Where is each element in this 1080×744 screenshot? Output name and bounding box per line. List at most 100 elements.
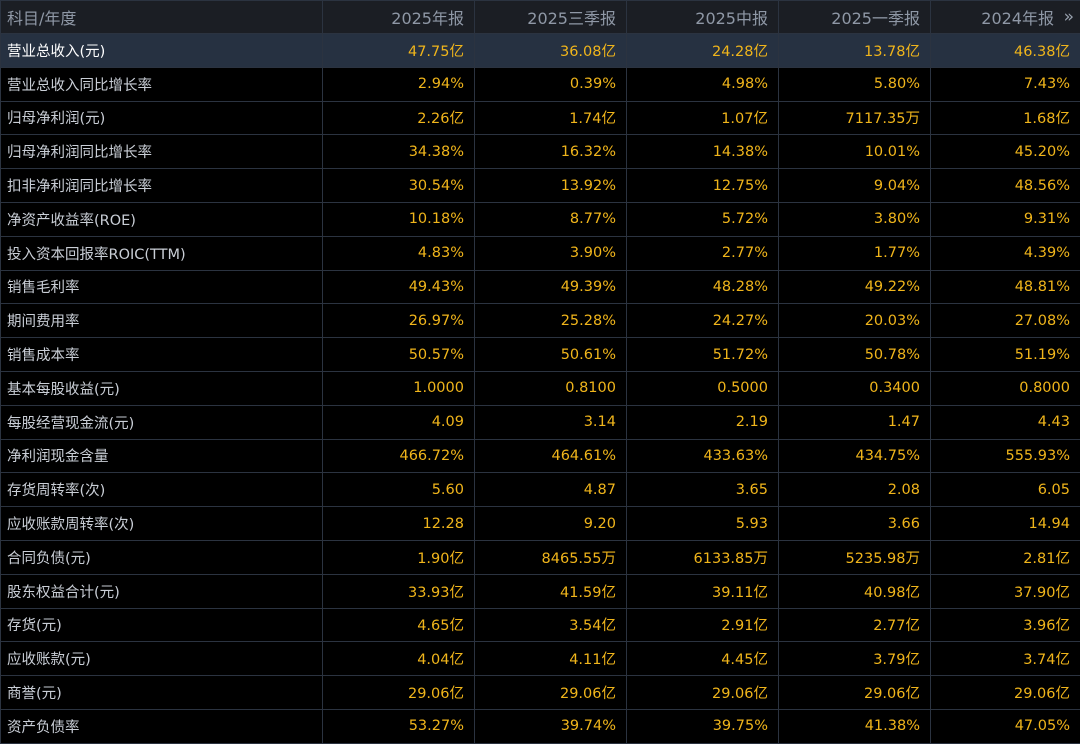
row-label: 营业总收入同比增长率 — [1, 67, 323, 101]
table-row[interactable]: 投入资本回报率ROIC(TTM)4.83%3.90%2.77%1.77%4.39… — [1, 236, 1080, 270]
row-value: 3.66 — [779, 507, 931, 541]
row-value: 2.81亿 — [931, 540, 1080, 574]
header-period-2[interactable]: 2025三季报 — [475, 1, 627, 34]
header-row: 科目/年度 2025年报 2025三季报 2025中报 2025一季报 2024… — [1, 1, 1080, 34]
row-value: 30.54% — [323, 169, 475, 203]
row-value: 2.08 — [779, 473, 931, 507]
row-value: 27.08% — [931, 304, 1080, 338]
row-value: 10.01% — [779, 135, 931, 169]
header-period-3[interactable]: 2025中报 — [627, 1, 779, 34]
row-value: 3.14 — [475, 405, 627, 439]
row-value: 26.97% — [323, 304, 475, 338]
row-value: 4.11亿 — [475, 642, 627, 676]
row-value: 29.06亿 — [627, 676, 779, 710]
row-label: 股东权益合计(元) — [1, 574, 323, 608]
row-value: 5235.98万 — [779, 540, 931, 574]
row-value: 13.92% — [475, 169, 627, 203]
header-period-5-label: 2024年报 — [981, 9, 1054, 28]
row-label: 期间费用率 — [1, 304, 323, 338]
row-value: 4.43 — [931, 405, 1080, 439]
row-label: 资产负债率 — [1, 709, 323, 743]
row-label: 商誉(元) — [1, 676, 323, 710]
row-value: 51.19% — [931, 338, 1080, 372]
row-value: 7.43% — [931, 67, 1080, 101]
row-value: 39.11亿 — [627, 574, 779, 608]
row-label: 销售成本率 — [1, 338, 323, 372]
row-value: 0.39% — [475, 67, 627, 101]
row-value: 464.61% — [475, 439, 627, 473]
row-label: 基本每股收益(元) — [1, 371, 323, 405]
row-value: 5.80% — [779, 67, 931, 101]
row-value: 4.98% — [627, 67, 779, 101]
row-value: 1.68亿 — [931, 101, 1080, 135]
row-value: 46.38亿 — [931, 34, 1080, 68]
row-value: 3.54亿 — [475, 608, 627, 642]
more-columns-icon[interactable]: » — [1064, 7, 1074, 27]
row-value: 434.75% — [779, 439, 931, 473]
row-value: 4.04亿 — [323, 642, 475, 676]
row-value: 2.91亿 — [627, 608, 779, 642]
row-value: 8465.55万 — [475, 540, 627, 574]
row-value: 3.96亿 — [931, 608, 1080, 642]
row-value: 29.06亿 — [475, 676, 627, 710]
row-value: 1.90亿 — [323, 540, 475, 574]
row-label: 扣非净利润同比增长率 — [1, 169, 323, 203]
header-period-4[interactable]: 2025一季报 — [779, 1, 931, 34]
row-label: 应收账款周转率(次) — [1, 507, 323, 541]
row-value: 49.22% — [779, 270, 931, 304]
row-value: 29.06亿 — [779, 676, 931, 710]
row-value: 36.08亿 — [475, 34, 627, 68]
row-value: 2.77亿 — [779, 608, 931, 642]
row-value: 16.32% — [475, 135, 627, 169]
row-label: 净资产收益率(ROE) — [1, 202, 323, 236]
row-value: 45.20% — [931, 135, 1080, 169]
row-value: 6.05 — [931, 473, 1080, 507]
row-value: 10.18% — [323, 202, 475, 236]
row-value: 5.72% — [627, 202, 779, 236]
row-value: 4.87 — [475, 473, 627, 507]
header-period-5[interactable]: 2024年报 » — [931, 1, 1080, 34]
row-value: 1.77% — [779, 236, 931, 270]
row-value: 51.72% — [627, 338, 779, 372]
row-value: 37.90亿 — [931, 574, 1080, 608]
row-value: 20.03% — [779, 304, 931, 338]
row-value: 41.59亿 — [475, 574, 627, 608]
row-value: 2.19 — [627, 405, 779, 439]
row-value: 24.28亿 — [627, 34, 779, 68]
row-value: 5.93 — [627, 507, 779, 541]
row-value: 34.38% — [323, 135, 475, 169]
row-value: 0.3400 — [779, 371, 931, 405]
row-value: 4.09 — [323, 405, 475, 439]
row-value: 48.56% — [931, 169, 1080, 203]
row-value: 12.28 — [323, 507, 475, 541]
row-value: 3.65 — [627, 473, 779, 507]
header-period-1[interactable]: 2025年报 — [323, 1, 475, 34]
row-value: 50.78% — [779, 338, 931, 372]
row-value: 33.93亿 — [323, 574, 475, 608]
table-row[interactable]: 净资产收益率(ROE)10.18%8.77%5.72%3.80%9.31% — [1, 202, 1080, 236]
row-value: 555.93% — [931, 439, 1080, 473]
row-value: 3.79亿 — [779, 642, 931, 676]
row-value: 47.05% — [931, 709, 1080, 743]
row-value: 3.90% — [475, 236, 627, 270]
